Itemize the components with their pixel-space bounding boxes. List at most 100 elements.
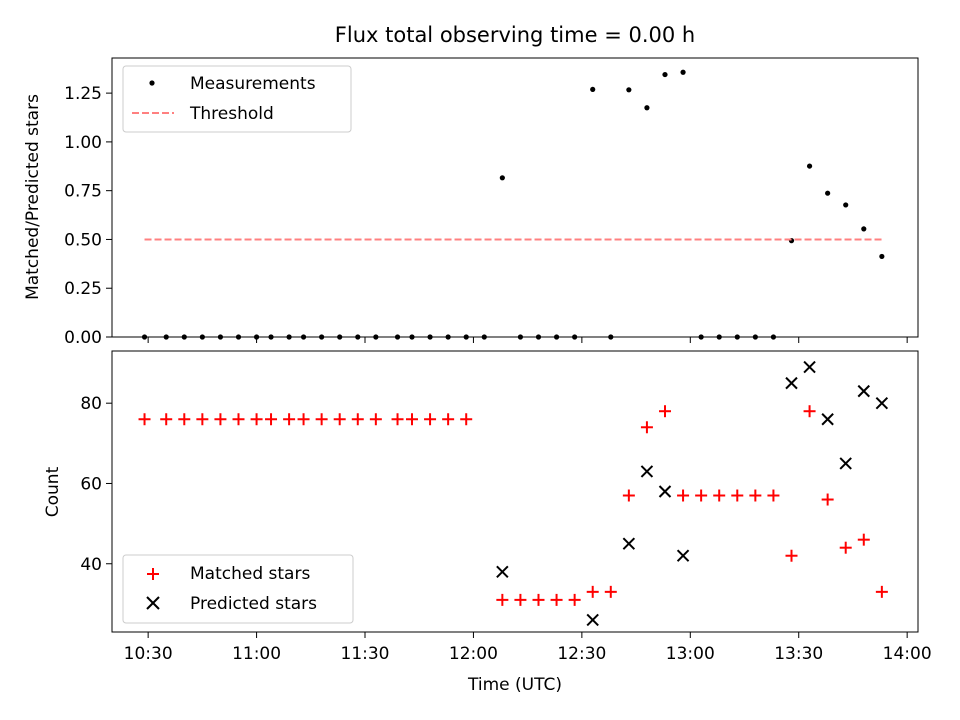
matched-star-point-4	[214, 413, 227, 426]
bottom-y-tick-label-0: 40	[80, 555, 102, 575]
legend-matched-label: Matched stars	[190, 564, 310, 584]
matched-star-point-17	[442, 413, 455, 426]
bottom-y-axis-label: Count	[43, 466, 63, 517]
x-tick-label-0: 10:30	[124, 644, 173, 664]
predicted-star-point-11	[875, 396, 889, 410]
legend-matched-marker	[147, 568, 159, 580]
matched-star-point-11	[333, 413, 346, 426]
x-tick-label-5: 13:00	[666, 644, 715, 664]
matched-star-point-37	[821, 493, 834, 506]
top-y-ticks: 0.00 0.25 0.50 0.75 1.00 1.25	[64, 84, 112, 348]
x-tick-label-4: 12:30	[557, 644, 606, 664]
matched-star-point-27	[640, 421, 653, 434]
measurement-point-27	[626, 87, 632, 93]
predicted-star-point-5	[676, 549, 690, 562]
measurement-point-41	[879, 253, 885, 260]
predicted-star-point-3	[640, 465, 654, 478]
matched-star-point-32	[731, 489, 744, 502]
matched-star-point-9	[297, 413, 310, 426]
matched-star-point-21	[532, 593, 545, 606]
predicted-star-point-9	[839, 457, 852, 470]
top-legend: Measurements Threshold	[122, 65, 352, 133]
predicted-star-point-7	[803, 360, 816, 374]
top-plot-frame	[111, 57, 919, 338]
matched-star-point-3	[196, 413, 209, 426]
matched-star-point-14	[391, 413, 404, 426]
matched-star-point-19	[496, 593, 509, 606]
measurement-point-25	[590, 86, 596, 93]
matched-star-point-33	[749, 489, 762, 502]
chart-title: Flux total observing time = 0.00 h	[335, 23, 695, 47]
predicted-star-point-6	[785, 376, 798, 390]
matched-star-point-10	[315, 413, 328, 426]
matched-star-point-0	[138, 413, 151, 426]
matched-star-point-31	[713, 489, 726, 502]
predicted-star-point-8	[821, 413, 834, 426]
measurement-point-28	[644, 105, 650, 111]
measurement-point-38	[825, 190, 831, 196]
legend-threshold-label: Threshold	[189, 104, 274, 124]
top-y-tick-label-5: 1.25	[64, 84, 102, 104]
matched-star-point-20	[514, 593, 527, 606]
legend-measurements-marker	[149, 80, 155, 86]
matched-star-point-39	[857, 533, 870, 546]
legend-predicted-marker	[146, 596, 160, 610]
matched-star-point-22	[550, 593, 563, 606]
predicted-star-point-0	[496, 565, 509, 578]
matched-star-point-6	[250, 413, 263, 426]
top-y-tick-label-4: 1.00	[64, 133, 102, 153]
matched-star-point-1	[160, 413, 173, 426]
measurement-point-30	[680, 69, 686, 75]
x-tick-label-6: 13:30	[774, 644, 823, 664]
matched-star-point-24	[586, 585, 599, 598]
top-y-tick-label-3: 0.75	[64, 182, 102, 202]
bottom-marks	[138, 360, 889, 627]
bottom-plot-frame	[111, 350, 919, 633]
measurement-point-40	[861, 226, 867, 232]
top-x-ticks	[147, 337, 908, 343]
predicted-star-point-10	[857, 384, 870, 398]
matched-star-point-36	[803, 405, 816, 418]
matched-star-point-26	[622, 489, 635, 502]
legend-predicted-label: Predicted stars	[190, 594, 317, 614]
matched-star-point-28	[658, 405, 671, 418]
matched-star-point-29	[677, 489, 690, 502]
predicted-star-point-2	[622, 537, 636, 550]
matched-star-point-23	[568, 593, 581, 606]
bottom-y-tick-label-2: 80	[80, 394, 102, 414]
matched-star-point-34	[767, 489, 780, 502]
top-y-tick-label-1: 0.25	[64, 279, 102, 299]
matched-star-point-12	[351, 413, 364, 426]
x-tick-label-3: 12:00	[449, 644, 498, 664]
measurement-point-20	[499, 175, 505, 181]
predicted-star-point-1	[586, 613, 599, 627]
top-legend-frame	[122, 65, 352, 133]
x-axis-label: Time (UTC)	[467, 675, 562, 695]
legend-measurements-label: Measurements	[190, 74, 316, 94]
matched-star-point-5	[232, 413, 245, 426]
bottom-panel: 40 60 80 10:30 11:00 11:30 12:00 12:30 13:00 13:…	[43, 350, 932, 695]
matched-star-point-8	[283, 413, 296, 426]
matched-star-point-18	[460, 413, 473, 426]
predicted-star-point-4	[658, 485, 672, 498]
matched-star-point-2	[178, 413, 191, 426]
matched-star-point-38	[839, 541, 852, 554]
matched-star-point-40	[875, 585, 888, 598]
top-panel: 0.00 0.25 0.50 0.75 1.00 1.25 Matched/Predict…	[23, 57, 919, 348]
top-y-tick-label-2: 0.50	[64, 230, 102, 250]
matched-star-point-35	[785, 549, 798, 562]
measurement-point-39	[843, 202, 849, 208]
bottom-y-tick-label-1: 60	[80, 474, 102, 494]
matched-star-point-15	[405, 413, 418, 426]
top-y-axis-label: Matched/Predicted stars	[23, 94, 43, 300]
measurement-point-29	[662, 71, 668, 78]
x-tick-label-7: 14:00	[883, 644, 932, 664]
bottom-legend: Matched stars Predicted stars	[122, 554, 354, 624]
x-tick-label-2: 11:30	[341, 644, 390, 664]
measurement-point-37	[806, 163, 813, 169]
matched-star-point-13	[369, 413, 382, 426]
matched-star-point-25	[604, 585, 617, 598]
bottom-legend-frame	[122, 554, 354, 624]
x-tick-label-1: 11:00	[232, 644, 281, 664]
